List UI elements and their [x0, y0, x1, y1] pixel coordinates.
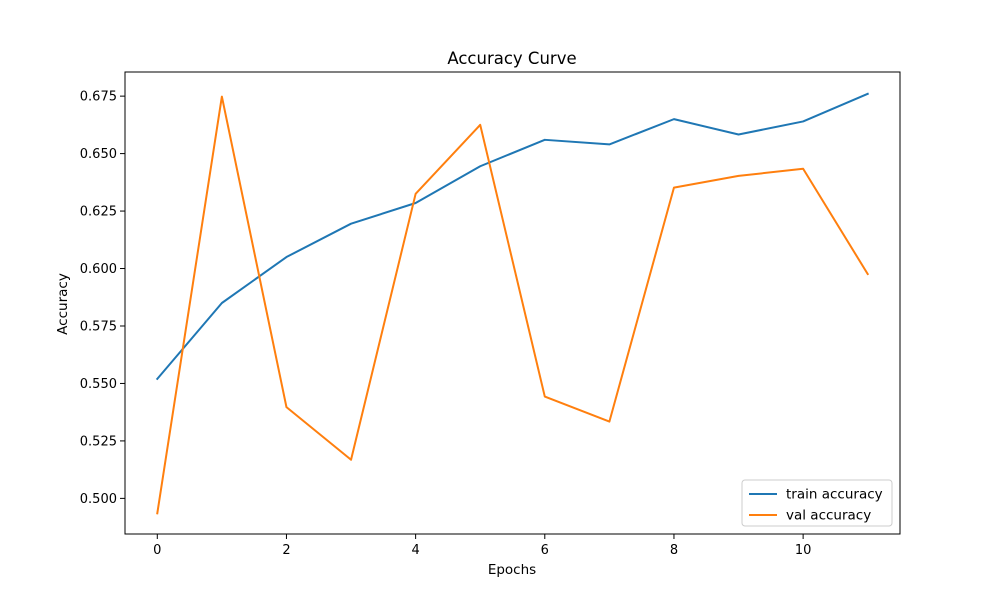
- x-tick-label: 6: [541, 543, 549, 558]
- legend: train accuracy val accuracy: [741, 479, 893, 527]
- y-tick-label: 0.500: [80, 492, 117, 507]
- y-tick-label: 0.675: [80, 90, 117, 105]
- y-axis-label: Accuracy: [55, 273, 71, 335]
- x-axis-label: Epochs: [488, 562, 536, 578]
- y-tick-label: 0.600: [80, 262, 117, 277]
- y-tick-label: 0.550: [80, 377, 117, 392]
- y-tick-label: 0.525: [80, 434, 117, 449]
- x-tick-label: 4: [411, 543, 419, 558]
- axes-frame: [124, 71, 901, 535]
- series-line-train-accuracy: [155, 92, 870, 381]
- x-tick-label: 2: [282, 543, 290, 558]
- series-layer: [155, 92, 870, 515]
- chart-title: Accuracy Curve: [447, 49, 576, 68]
- y-tick-label: 0.650: [80, 147, 117, 162]
- y-tick-label: 0.575: [80, 319, 117, 334]
- x-tick-label: 0: [153, 543, 161, 558]
- y-tick-label: 0.625: [80, 205, 117, 220]
- x-tick-label: 10: [795, 543, 812, 558]
- axes-layer: 0 2 4 6 8 10 0.500 0.525 0.550 0.575 0.600 0.625 0.6…: [80, 71, 901, 558]
- legend-label-val-accuracy: val accuracy: [786, 508, 871, 524]
- legend-box: [741, 479, 893, 527]
- series-line-val-accuracy: [156, 95, 870, 515]
- x-tick-label: 8: [670, 543, 678, 558]
- legend-label-train-accuracy: train accuracy: [786, 487, 883, 503]
